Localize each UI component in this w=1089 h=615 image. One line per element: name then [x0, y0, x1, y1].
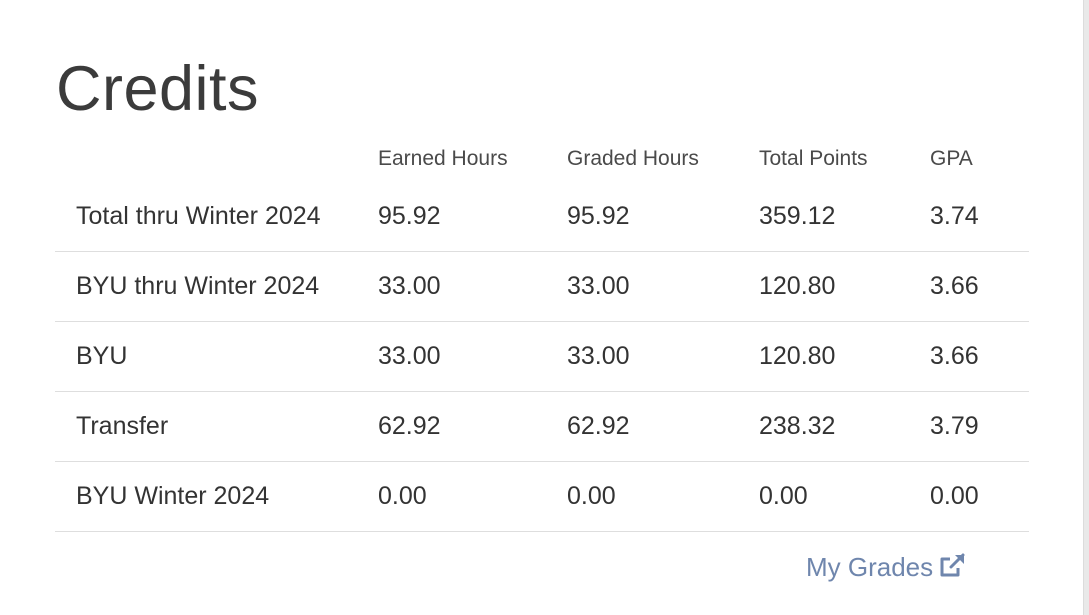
row-label: BYU	[55, 321, 378, 392]
table-row: Total thru Winter 2024 95.92 95.92 359.1…	[55, 182, 1029, 252]
gpa-value: 0.00	[930, 461, 1029, 532]
table-row: Transfer 62.92 62.92 238.32 3.79	[55, 391, 1029, 462]
total-points-value: 238.32	[759, 391, 930, 462]
graded-hours-value: 0.00	[567, 461, 759, 532]
header-earned-hours: Earned Hours	[378, 147, 508, 170]
total-points-value: 0.00	[759, 461, 930, 532]
table-header-row: Earned Hours Graded Hours Total Points G…	[55, 136, 1029, 182]
earned-hours-value: 33.00	[378, 321, 567, 392]
table-row: BYU thru Winter 2024 33.00 33.00 120.80 …	[55, 251, 1029, 322]
my-grades-link-label: My Grades	[806, 552, 934, 582]
earned-hours-value: 0.00	[378, 461, 567, 532]
header-gpa: GPA	[930, 147, 973, 170]
row-label: Transfer	[55, 391, 378, 462]
row-label: BYU Winter 2024	[55, 461, 378, 532]
header-graded-hours: Graded Hours	[567, 147, 699, 170]
page-title: Credits	[56, 54, 260, 124]
graded-hours-value: 62.92	[567, 391, 759, 462]
table-row: BYU Winter 2024 0.00 0.00 0.00 0.00	[55, 461, 1029, 532]
graded-hours-value: 95.92	[567, 182, 759, 252]
row-label: Total thru Winter 2024	[55, 182, 378, 252]
earned-hours-value: 62.92	[378, 391, 567, 462]
gpa-value: 3.74	[930, 182, 1029, 252]
graded-hours-value: 33.00	[567, 251, 759, 322]
total-points-value: 120.80	[759, 251, 930, 322]
earned-hours-value: 33.00	[378, 251, 567, 322]
row-label: BYU thru Winter 2024	[55, 251, 378, 322]
table-row: BYU 33.00 33.00 120.80 3.66	[55, 321, 1029, 392]
total-points-value: 120.80	[759, 321, 930, 392]
graded-hours-value: 33.00	[567, 321, 759, 392]
external-link-icon	[940, 553, 965, 576]
gpa-value: 3.66	[930, 321, 1029, 392]
my-grades-link[interactable]: My Grades	[806, 552, 967, 583]
credits-table: Earned Hours Graded Hours Total Points G…	[55, 136, 1029, 532]
gpa-value: 3.79	[930, 391, 1029, 462]
total-points-value: 359.12	[759, 182, 930, 252]
header-label	[55, 136, 378, 182]
header-total-points: Total Points	[759, 147, 868, 170]
scrollbar-edge	[1083, 0, 1089, 615]
gpa-value: 3.66	[930, 251, 1029, 322]
earned-hours-value: 95.92	[378, 182, 567, 252]
